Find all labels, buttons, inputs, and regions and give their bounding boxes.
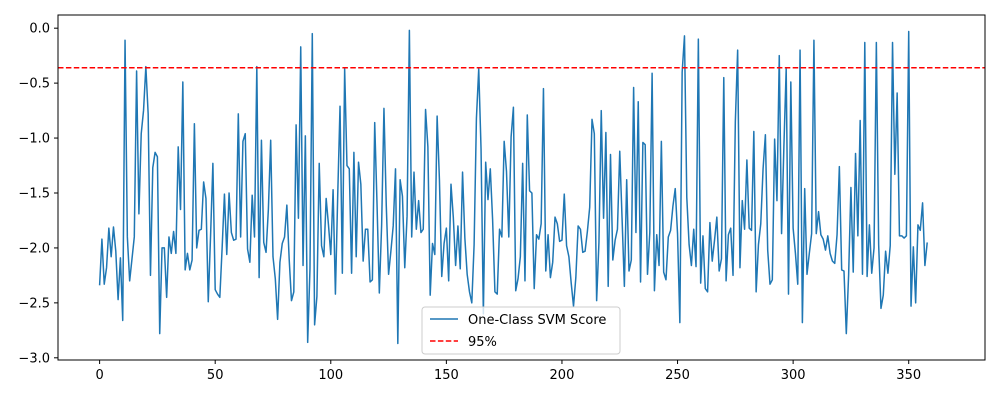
y-tick-label: −2.5: [18, 296, 50, 311]
legend: One-Class SVM Score 95%: [421, 306, 621, 355]
series-line-score: [98, 29, 928, 345]
x-tick-label: 100: [318, 368, 343, 383]
axes-frame: [57, 14, 986, 361]
x-tick-label: 50: [207, 368, 224, 383]
x-tick-label: 300: [781, 368, 806, 383]
legend-frame: [421, 306, 621, 355]
y-tick-label: −2.0: [18, 241, 50, 256]
x-tick-label: 200: [550, 368, 575, 383]
y-tick-label: 0.0: [29, 22, 50, 37]
legend-label-threshold: 95%: [468, 335, 497, 350]
y-tick-label: −3.0: [18, 351, 50, 366]
x-tick-label: 0: [95, 368, 103, 383]
y-tick-label: −1.5: [18, 186, 50, 201]
x-tick-label: 250: [665, 368, 690, 383]
y-tick-label: −1.0: [18, 132, 50, 147]
x-tick-label: 350: [896, 368, 921, 383]
legend-label-score: One-Class SVM Score: [468, 313, 606, 328]
x-tick-label: 150: [434, 368, 459, 383]
y-tick-label: −0.5: [18, 77, 50, 92]
plot-area: [57, 14, 986, 361]
axis-ticks: 0 50 100 150 200 250 300 350 0.0 −0.5 −1.0 −1.5 −2.0…: [18, 22, 921, 383]
